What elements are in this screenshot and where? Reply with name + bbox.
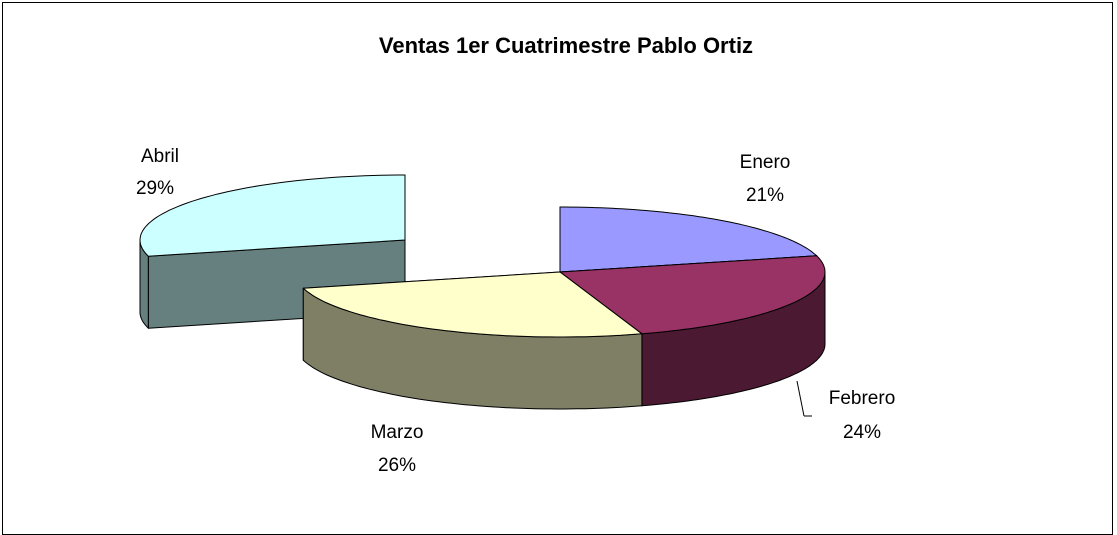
category-label: Enero bbox=[740, 152, 791, 173]
value-label: 29% bbox=[136, 178, 174, 199]
leader-line bbox=[796, 380, 805, 417]
value-label: 26% bbox=[378, 455, 416, 476]
value-label: 24% bbox=[843, 422, 881, 443]
chart-title: Ventas 1er Cuatrimestre Pablo Ortiz bbox=[379, 33, 753, 58]
pie bbox=[139, 174, 826, 410]
category-label: Febrero bbox=[829, 388, 896, 409]
slice-top bbox=[302, 271, 643, 338]
value-label: 21% bbox=[746, 185, 784, 206]
slice-top bbox=[559, 206, 818, 273]
slice-top bbox=[559, 255, 826, 335]
category-label: Marzo bbox=[371, 422, 424, 443]
category-label: Abril bbox=[141, 146, 179, 167]
slice-top bbox=[139, 174, 406, 257]
